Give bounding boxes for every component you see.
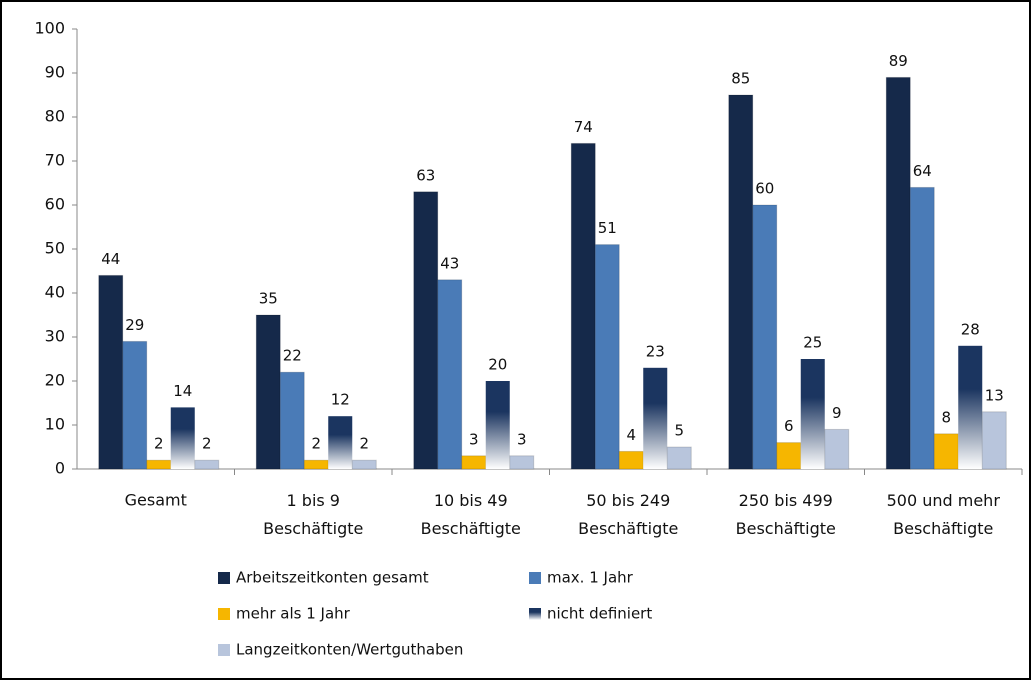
value-label: 89 — [889, 52, 908, 70]
bar — [194, 459, 220, 470]
value-label: 4 — [626, 426, 636, 444]
value-label: 5 — [674, 422, 684, 440]
bar — [824, 428, 850, 470]
x-tick-label: 1 bis 9 Beschäftigte — [263, 491, 363, 538]
legend-label: mehr als 1 Jahr — [236, 605, 351, 623]
value-label: 12 — [331, 391, 350, 409]
value-label: 29 — [125, 316, 144, 334]
bar — [643, 367, 668, 469]
bar — [933, 433, 959, 470]
bar — [255, 314, 281, 470]
value-label: 8 — [941, 408, 951, 426]
value-label: 60 — [755, 180, 774, 198]
bar — [351, 459, 377, 470]
value-label: 74 — [574, 118, 593, 136]
bar — [303, 459, 329, 470]
y-tick-label: 10 — [45, 415, 65, 434]
legend-label: Arbeitszeitkonten gesamt — [236, 569, 429, 587]
value-label: 3 — [469, 430, 479, 448]
bar — [413, 191, 439, 470]
y-tick-label: 70 — [45, 151, 65, 170]
value-label: 28 — [961, 320, 980, 338]
value-label: 2 — [154, 435, 164, 453]
bar — [437, 279, 463, 470]
x-tick-label: 500 und mehr Beschäftigte — [887, 491, 1001, 538]
bar — [666, 446, 692, 470]
value-label: 85 — [731, 70, 750, 88]
y-tick-label: 80 — [45, 107, 65, 126]
legend-marker — [529, 608, 541, 620]
value-label: 25 — [803, 334, 822, 352]
value-label: 6 — [784, 417, 794, 435]
y-tick-label: 20 — [45, 371, 65, 390]
bar — [728, 94, 754, 470]
bar — [170, 407, 195, 469]
y-tick-label: 50 — [45, 239, 65, 258]
bar — [485, 381, 510, 469]
bar — [461, 455, 487, 470]
value-label: 13 — [985, 386, 1004, 404]
legend-marker — [218, 644, 230, 656]
value-label: 43 — [440, 254, 459, 272]
bar — [146, 459, 172, 470]
bar — [752, 204, 778, 470]
x-tick-label: 250 bis 499 Beschäftigte — [736, 491, 836, 538]
x-tick-label: 10 bis 49 Beschäftigte — [421, 491, 521, 538]
bar — [279, 371, 305, 470]
value-label: 35 — [259, 290, 278, 308]
legend-label: nicht definiert — [547, 605, 652, 623]
bar — [800, 359, 825, 469]
value-label: 20 — [488, 356, 507, 374]
legend-label: Langzeitkonten/Wertguthaben — [236, 641, 463, 659]
value-label: 44 — [101, 250, 120, 268]
bar — [509, 455, 535, 470]
bar — [98, 274, 124, 470]
x-tick-label: Gesamt — [125, 491, 187, 510]
value-label: 2 — [311, 435, 321, 453]
y-tick-label: 40 — [45, 283, 65, 302]
legend-label: max. 1 Jahr — [547, 569, 634, 587]
y-tick-label: 0 — [55, 459, 65, 478]
bar — [909, 186, 935, 470]
value-label: 22 — [283, 347, 302, 365]
value-label: 63 — [416, 166, 435, 184]
bar — [122, 340, 148, 470]
value-label: 23 — [646, 342, 665, 360]
bar — [328, 416, 353, 469]
legend-marker — [529, 572, 541, 584]
value-label: 2 — [202, 435, 212, 453]
legend-marker — [218, 572, 230, 584]
value-label: 51 — [598, 219, 617, 237]
bar — [776, 442, 802, 470]
y-tick-label: 100 — [34, 19, 65, 38]
bar — [618, 450, 644, 470]
value-label: 3 — [517, 430, 527, 448]
bar — [594, 244, 620, 470]
bar — [981, 411, 1007, 470]
legend-marker — [218, 608, 230, 620]
bar — [958, 345, 983, 469]
x-tick-label: 50 bis 249 Beschäftigte — [578, 491, 678, 538]
y-tick-label: 90 — [45, 63, 65, 82]
value-label: 9 — [832, 404, 842, 422]
value-label: 64 — [913, 162, 932, 180]
bar — [885, 76, 911, 470]
value-label: 14 — [173, 382, 192, 400]
value-label: 2 — [359, 435, 369, 453]
bar — [570, 142, 596, 470]
y-tick-label: 30 — [45, 327, 65, 346]
y-tick-label: 60 — [45, 195, 65, 214]
